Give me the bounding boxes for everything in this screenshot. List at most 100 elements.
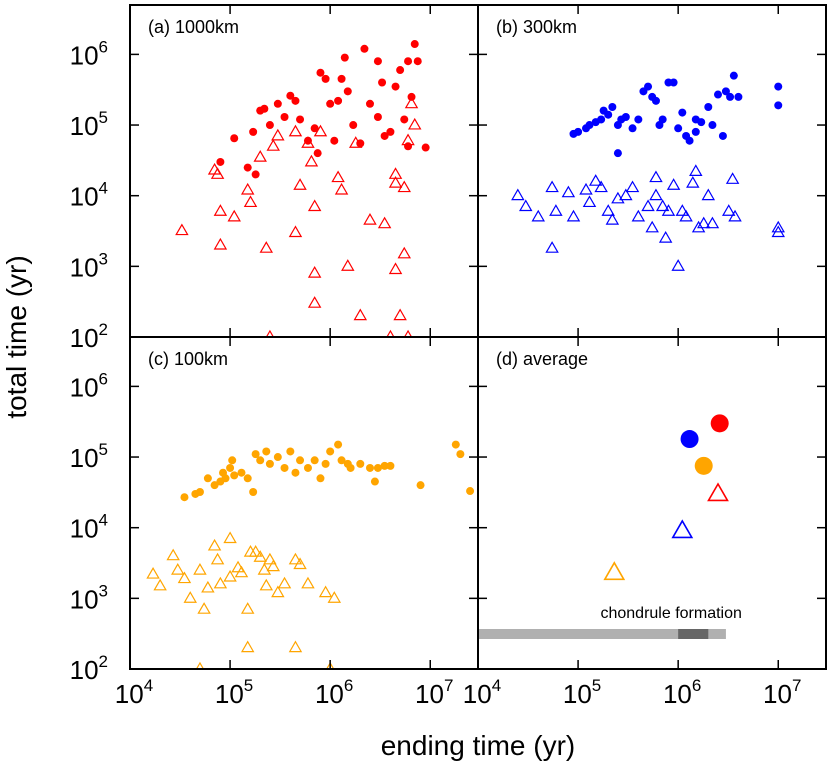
point xyxy=(296,456,305,465)
x-tick-label-exponent: 4 xyxy=(492,676,501,695)
plot-area xyxy=(478,414,729,639)
triangle-point xyxy=(404,96,419,109)
triangle-point xyxy=(696,216,711,229)
x-tick-label-base: 10 xyxy=(315,679,344,709)
point xyxy=(365,99,374,108)
point xyxy=(451,440,460,449)
panel-frame xyxy=(129,336,479,670)
triangle-point xyxy=(675,204,690,216)
point xyxy=(421,143,430,152)
triangle-point xyxy=(649,170,663,183)
triangle-point xyxy=(641,199,655,212)
point xyxy=(774,101,783,110)
triangle-point xyxy=(707,482,729,502)
triangle-point xyxy=(201,580,215,593)
triangle-point xyxy=(603,561,626,581)
point xyxy=(326,447,335,456)
point xyxy=(373,463,382,472)
y-tick-label-exponent: 5 xyxy=(99,108,108,127)
x-tick-label-base: 10 xyxy=(763,679,792,709)
y-tick-label: 104 xyxy=(70,511,108,544)
triangle-point xyxy=(307,296,322,308)
triangle-point xyxy=(271,128,285,141)
y-tick-label-base: 10 xyxy=(70,514,99,544)
triangle-point xyxy=(207,538,222,551)
y-tick-label: 105 xyxy=(70,108,108,141)
point xyxy=(685,136,694,145)
x-axis-label: ending time (yr) xyxy=(381,730,576,761)
point xyxy=(316,68,325,77)
x-tick-label: 104 xyxy=(115,676,153,709)
triangle-point xyxy=(177,571,192,584)
y-tick-label: 102 xyxy=(70,320,108,353)
point xyxy=(597,115,606,124)
point xyxy=(310,456,319,465)
triangle-point xyxy=(288,552,303,565)
point xyxy=(416,481,425,490)
y-tick-label: 106 xyxy=(70,37,108,70)
triangle-point xyxy=(195,661,205,669)
y-tick-label-base: 10 xyxy=(70,443,99,473)
x-tick-label: 105 xyxy=(215,676,253,709)
triangle-point xyxy=(171,563,185,575)
point xyxy=(378,78,387,87)
y-tick-label: 104 xyxy=(70,179,108,212)
triangle-point xyxy=(377,216,392,229)
point xyxy=(249,127,258,136)
triangle-point xyxy=(266,139,280,151)
triangle-point xyxy=(725,172,740,184)
panel-frame xyxy=(129,4,479,338)
point xyxy=(321,459,330,468)
x-tick-label-base: 10 xyxy=(115,679,144,709)
point xyxy=(585,121,594,130)
point xyxy=(291,468,300,477)
point xyxy=(195,488,204,497)
panel-frame xyxy=(477,4,827,338)
point xyxy=(337,456,346,465)
triangle-point xyxy=(327,591,342,603)
point xyxy=(396,66,405,75)
x-tick-label-exponent: 7 xyxy=(792,676,801,695)
triangle-point xyxy=(649,188,663,201)
y-tick-label-base: 10 xyxy=(70,40,99,70)
triangle-point xyxy=(213,576,228,589)
point xyxy=(203,474,212,483)
triangle-point xyxy=(240,182,255,195)
y-tick-label-exponent: 2 xyxy=(99,320,108,339)
triangle-point xyxy=(655,199,670,212)
point xyxy=(680,430,699,449)
triangle-point xyxy=(611,191,625,204)
x-tick-label: 106 xyxy=(315,676,353,709)
point xyxy=(334,440,343,449)
y-tick-label-base: 10 xyxy=(70,252,99,282)
x-tick-label-exponent: 5 xyxy=(592,676,601,695)
triangle-point xyxy=(288,124,303,137)
triangle-point xyxy=(605,212,620,225)
y-tick-label: 105 xyxy=(70,440,108,473)
point xyxy=(216,157,225,166)
point xyxy=(365,463,374,472)
triangle-point xyxy=(248,544,263,557)
y-tick-label-exponent: 2 xyxy=(99,652,108,671)
point xyxy=(691,127,700,136)
point xyxy=(628,124,637,133)
y-tick-label: 103 xyxy=(70,249,108,282)
triangle-point xyxy=(625,180,640,193)
triangle-point xyxy=(153,578,167,591)
y-tick-label-base: 10 xyxy=(70,655,99,685)
triangle-point xyxy=(401,133,415,146)
y-tick-label-base: 10 xyxy=(70,323,99,353)
point xyxy=(669,78,678,87)
chondrule-range xyxy=(478,629,726,639)
point xyxy=(674,124,683,133)
triangle-point xyxy=(166,548,180,561)
point xyxy=(337,74,346,83)
triangle-point xyxy=(257,563,272,575)
triangle-point xyxy=(691,220,706,233)
point xyxy=(613,149,622,158)
point xyxy=(303,463,312,472)
triangle-point xyxy=(277,576,292,589)
x-tick-label-exponent: 5 xyxy=(244,676,253,695)
point xyxy=(400,115,409,124)
plot-area xyxy=(511,71,785,271)
